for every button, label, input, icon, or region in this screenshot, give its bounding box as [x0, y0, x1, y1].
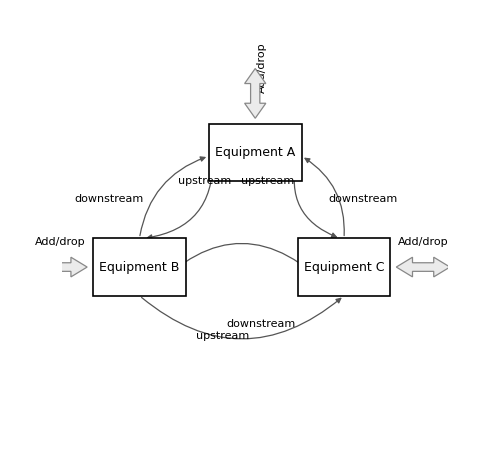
- FancyArrowPatch shape: [141, 298, 341, 339]
- Bar: [93, 239, 186, 296]
- FancyArrowPatch shape: [294, 159, 336, 237]
- Polygon shape: [245, 68, 266, 118]
- Bar: [298, 239, 390, 296]
- Text: upstream: upstream: [178, 176, 231, 186]
- FancyArrowPatch shape: [305, 158, 344, 236]
- Text: Equipment C: Equipment C: [304, 260, 384, 273]
- Text: Add/drop: Add/drop: [257, 43, 267, 93]
- Text: upstream: upstream: [241, 176, 294, 186]
- Text: Add/drop: Add/drop: [398, 237, 448, 247]
- Text: Add/drop: Add/drop: [35, 237, 86, 247]
- Text: downstream: downstream: [329, 194, 398, 204]
- Polygon shape: [396, 257, 450, 277]
- Text: Equipment B: Equipment B: [99, 260, 180, 273]
- Text: upstream: upstream: [196, 332, 249, 341]
- Polygon shape: [33, 257, 87, 277]
- Text: downstream: downstream: [74, 194, 143, 204]
- Text: Equipment A: Equipment A: [215, 146, 295, 159]
- FancyArrowPatch shape: [150, 244, 334, 294]
- Text: downstream: downstream: [227, 319, 296, 329]
- FancyArrowPatch shape: [140, 157, 205, 236]
- FancyArrowPatch shape: [147, 159, 213, 239]
- Bar: [209, 124, 302, 181]
